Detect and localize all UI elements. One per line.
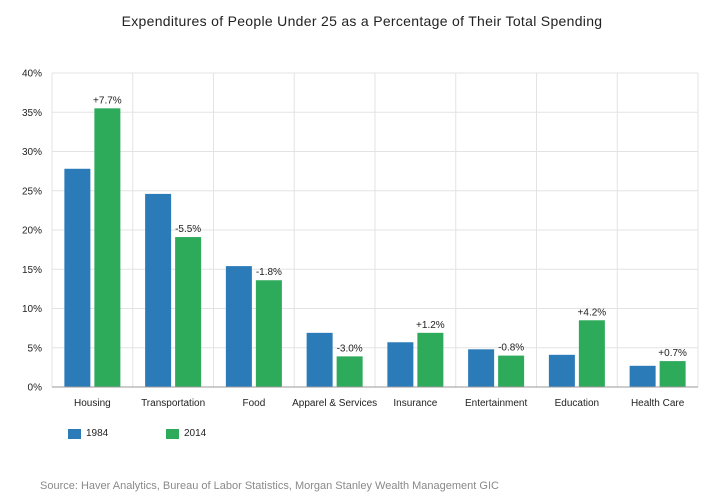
y-tick-label: 0% [28, 383, 43, 394]
legend-label-1984: 1984 [86, 428, 109, 439]
y-tick-label: 25% [22, 186, 42, 197]
legend-label-2014: 2014 [184, 428, 207, 439]
bar-2014 [94, 108, 121, 387]
change-annotation: -0.8% [498, 343, 524, 354]
y-tick-label: 40% [22, 69, 42, 80]
bar-1984 [387, 342, 414, 387]
bar-1984 [629, 365, 656, 387]
x-tick-label: Housing [74, 398, 111, 409]
change-annotation: +1.2% [416, 320, 445, 331]
x-tick-label: Food [242, 398, 265, 409]
bar-1984 [225, 266, 252, 387]
legend-swatch-1984 [68, 428, 81, 439]
bar-1984 [468, 349, 495, 387]
x-tick-label: Entertainment [465, 398, 527, 409]
y-tick-label: 5% [28, 343, 43, 354]
x-tick-label: Insurance [393, 398, 437, 409]
y-tick-label: 20% [22, 226, 42, 237]
bar-2014 [336, 356, 363, 387]
legend-swatch-2014 [166, 428, 179, 439]
change-annotation: -5.5% [175, 224, 201, 235]
bar-1984 [145, 193, 172, 387]
x-tick-label: Health Care [631, 398, 685, 409]
bar-1984 [64, 168, 91, 387]
change-annotation: -3.0% [337, 343, 363, 354]
y-tick-label: 15% [22, 265, 42, 276]
bar-2014 [498, 355, 525, 387]
change-annotation: +7.7% [93, 95, 122, 106]
y-tick-label: 10% [22, 304, 42, 315]
y-tick-label: 30% [22, 147, 42, 158]
change-annotation: -1.8% [256, 267, 282, 278]
bar-2014 [417, 332, 444, 387]
bar-1984 [548, 354, 575, 387]
bar-2014 [255, 280, 282, 387]
legend-item-1984: 1984 [68, 428, 108, 439]
legend-item-2014: 2014 [166, 428, 206, 439]
chart-title: Expenditures of People Under 25 as a Per… [121, 13, 603, 29]
x-tick-label: Apparel & Services [292, 398, 377, 409]
y-tick-label: 35% [22, 108, 42, 119]
change-annotation: +4.2% [578, 307, 607, 318]
bar-2014 [659, 361, 686, 387]
source-note: Source: Haver Analytics, Bureau of Labor… [40, 480, 499, 492]
bar-1984 [306, 332, 333, 387]
bar-2014 [578, 320, 605, 387]
x-tick-label: Transportation [141, 398, 205, 409]
bar-2014 [175, 237, 202, 387]
change-annotation: +0.7% [658, 348, 687, 359]
x-tick-label: Education [555, 398, 599, 409]
